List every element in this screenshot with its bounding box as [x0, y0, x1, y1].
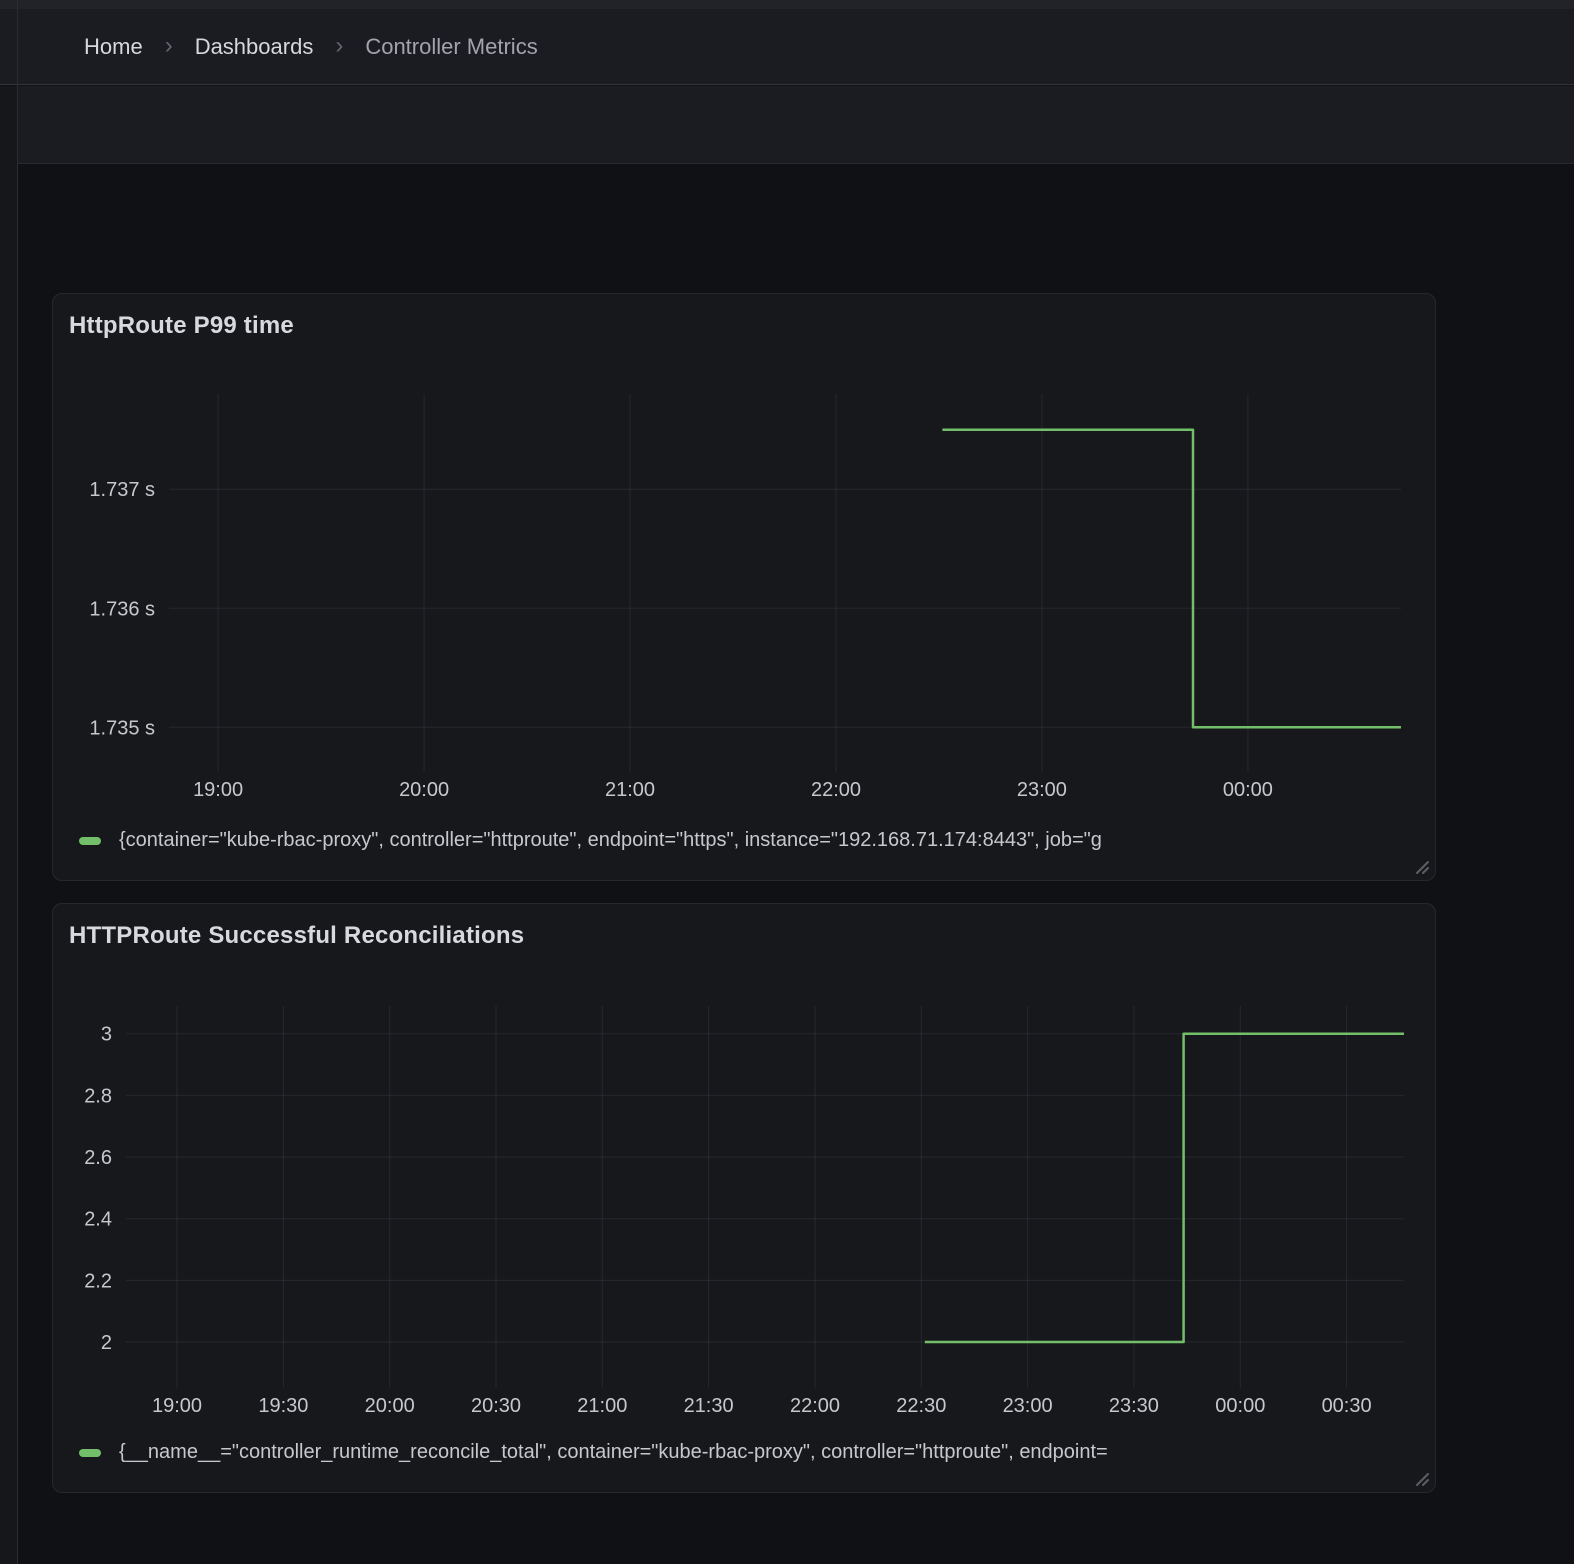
left-rail	[0, 86, 17, 1564]
svg-text:2: 2	[101, 1332, 112, 1354]
svg-text:21:30: 21:30	[684, 1395, 734, 1417]
svg-text:2.4: 2.4	[84, 1209, 112, 1231]
legend-series-swatch[interactable]	[79, 836, 101, 845]
breadcrumb-home[interactable]: Home	[84, 33, 143, 59]
svg-text:23:00: 23:00	[1003, 1395, 1053, 1417]
svg-text:3: 3	[101, 1024, 112, 1046]
time-series-chart[interactable]: 19:00 19:30 20:00 20:30 21:00 21:30 22:00 22:30…	[53, 904, 1435, 1492]
svg-text:23:30: 23:30	[1109, 1395, 1159, 1417]
svg-text:2.6: 2.6	[84, 1147, 112, 1169]
chevron-right-icon: ›	[335, 31, 344, 59]
svg-text:20:30: 20:30	[471, 1395, 521, 1417]
svg-text:20:00: 20:00	[399, 779, 449, 801]
panel-httproute-p99-time: 19:00 20:00 21:00 22:00 23:00 00:00 1.735 s 1.7…	[52, 293, 1436, 881]
breadcrumb-dashboards[interactable]: Dashboards	[194, 33, 314, 59]
svg-text:1.736 s: 1.736 s	[89, 598, 155, 620]
panel-httproute-successful-reconciliations: 19:00 19:30 20:00 20:30 21:00 21:30 22:00 22:30…	[52, 903, 1436, 1493]
svg-text:1.735 s: 1.735 s	[89, 717, 155, 739]
left-rail-divider	[17, 0, 18, 1564]
panel-title[interactable]: HTTPRoute Successful Reconciliations	[69, 922, 525, 949]
legend-series-label[interactable]: {container="kube-rbac-proxy", controller…	[119, 829, 1102, 851]
dashboard-toolbar	[18, 86, 1574, 164]
svg-text:19:00: 19:00	[152, 1395, 202, 1417]
time-series-chart[interactable]: 19:00 20:00 21:00 22:00 23:00 00:00 1.735 s 1.7…	[53, 294, 1435, 880]
legend-series-label[interactable]: {__name__="controller_runtime_reconcile_…	[119, 1441, 1108, 1463]
top-navigation-bar: Home › Dashboards › Controller Metrics	[0, 9, 1574, 85]
svg-text:00:00: 00:00	[1223, 779, 1273, 801]
svg-text:22:00: 22:00	[790, 1395, 840, 1417]
panel-resize-handle-icon[interactable]	[1412, 1469, 1430, 1487]
window-top-edge	[0, 0, 1574, 9]
legend-series-swatch[interactable]	[79, 1448, 101, 1457]
breadcrumb: Home › Dashboards › Controller Metrics	[0, 31, 538, 60]
svg-text:19:30: 19:30	[258, 1395, 308, 1417]
svg-text:23:00: 23:00	[1017, 779, 1067, 801]
panel-resize-handle-icon[interactable]	[1412, 857, 1430, 875]
panel-title[interactable]: HttpRoute P99 time	[69, 312, 294, 339]
breadcrumb-current-page: Controller Metrics	[365, 33, 538, 59]
legend: {__name__="controller_runtime_reconcile_…	[79, 1441, 1425, 1464]
chevron-right-icon: ›	[164, 31, 173, 59]
svg-text:00:00: 00:00	[1215, 1395, 1265, 1417]
svg-text:00:30: 00:30	[1322, 1395, 1372, 1417]
svg-text:1.737 s: 1.737 s	[89, 479, 155, 501]
svg-text:21:00: 21:00	[605, 779, 655, 801]
svg-text:22:30: 22:30	[896, 1395, 946, 1417]
svg-text:20:00: 20:00	[365, 1395, 415, 1417]
svg-text:2.2: 2.2	[84, 1270, 112, 1292]
legend: {container="kube-rbac-proxy", controller…	[79, 829, 1425, 852]
svg-text:22:00: 22:00	[811, 779, 861, 801]
svg-text:2.8: 2.8	[84, 1085, 112, 1107]
svg-text:21:00: 21:00	[577, 1395, 627, 1417]
svg-text:19:00: 19:00	[193, 779, 243, 801]
